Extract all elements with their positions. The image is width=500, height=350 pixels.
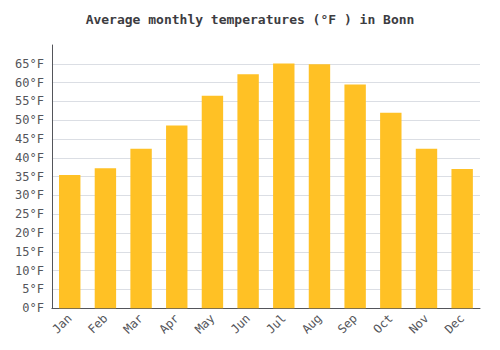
svg-text:5°F: 5°F [22, 282, 44, 296]
svg-text:Mar: Mar [121, 311, 146, 336]
svg-text:Sep: Sep [335, 311, 360, 336]
svg-text:20°F: 20°F [15, 226, 44, 240]
svg-text:55°F: 55°F [15, 94, 44, 108]
svg-text:0°F: 0°F [22, 301, 44, 315]
svg-text:45°F: 45°F [15, 132, 44, 146]
svg-text:Apr: Apr [156, 311, 181, 336]
svg-text:35°F: 35°F [15, 170, 44, 184]
svg-text:Feb: Feb [85, 311, 110, 336]
svg-text:50°F: 50°F [15, 113, 44, 127]
svg-text:40°F: 40°F [15, 151, 44, 165]
svg-text:Nov: Nov [406, 311, 431, 336]
svg-text:Jun: Jun [228, 311, 253, 336]
svg-text:10°F: 10°F [15, 264, 44, 278]
svg-text:60°F: 60°F [15, 76, 44, 90]
svg-text:25°F: 25°F [15, 207, 44, 221]
svg-text:Average monthly temperatures (: Average monthly temperatures (°F ) in Bo… [86, 12, 415, 27]
svg-text:Jan: Jan [49, 311, 74, 336]
svg-text:Oct: Oct [371, 311, 396, 336]
svg-text:Jul: Jul [264, 311, 289, 336]
svg-text:Dec: Dec [442, 311, 467, 336]
svg-text:65°F: 65°F [15, 57, 44, 71]
svg-text:Aug: Aug [299, 311, 324, 336]
svg-text:May: May [192, 311, 217, 336]
svg-text:15°F: 15°F [15, 245, 44, 259]
svg-text:30°F: 30°F [15, 188, 44, 202]
